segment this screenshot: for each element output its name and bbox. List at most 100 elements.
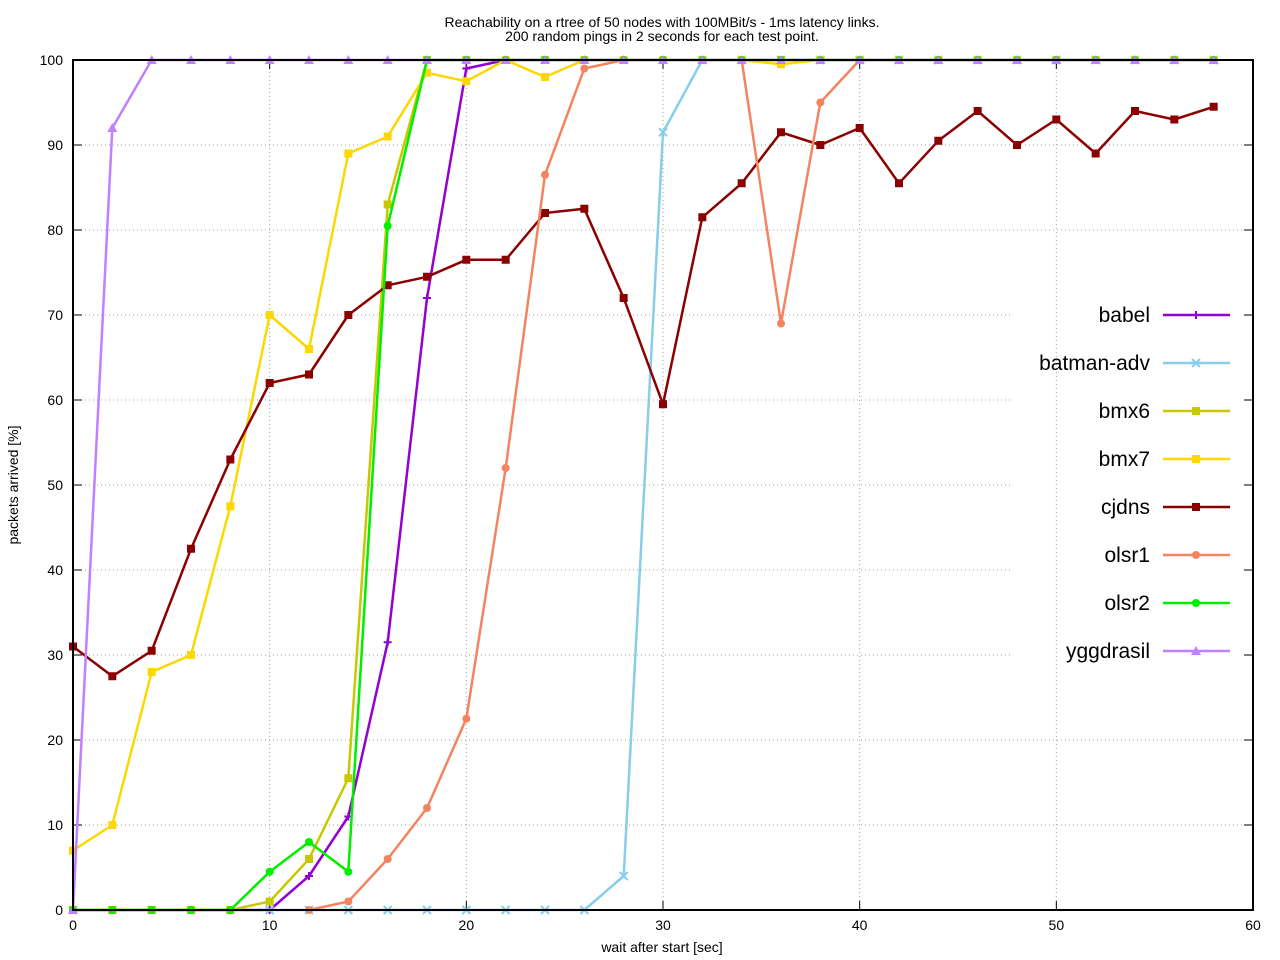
y-tick-label: 40	[47, 562, 63, 578]
data-point	[895, 179, 903, 188]
data-point	[580, 64, 589, 73]
data-point	[462, 255, 471, 264]
data-point	[462, 64, 471, 73]
data-point	[226, 502, 235, 511]
data-point	[423, 272, 431, 281]
data-point	[344, 311, 353, 319]
legend-label: olsr1	[1104, 544, 1150, 567]
legend: babel batman-adv bmx6 bmx7 cjdns olsr1 olsr2 yg…	[1039, 304, 1230, 663]
y-tick-label: 70	[47, 307, 63, 323]
legend-item-yggdrasil: yggdrasil	[1066, 640, 1230, 663]
data-point	[934, 136, 943, 145]
y-tick-label: 80	[47, 222, 63, 238]
x-tick-label: 60	[1245, 917, 1261, 933]
data-point	[1191, 358, 1201, 368]
y-tick-label: 10	[47, 817, 63, 833]
data-point	[265, 379, 274, 387]
data-point	[305, 855, 313, 863]
legend-label: bmx7	[1099, 448, 1150, 471]
legend-label: batman-adv	[1039, 352, 1150, 375]
data-point	[501, 255, 510, 264]
data-point	[305, 370, 313, 379]
data-point	[462, 77, 471, 86]
legend-item-bmx7: bmx7	[1099, 448, 1230, 471]
legend-label: bmx6	[1099, 400, 1150, 423]
data-point	[108, 821, 117, 829]
data-point	[580, 204, 589, 213]
data-point	[1191, 646, 1201, 655]
data-point	[107, 123, 118, 132]
data-point	[265, 867, 274, 876]
data-point	[1192, 455, 1200, 463]
data-point	[305, 345, 313, 353]
data-point	[423, 68, 431, 77]
data-point	[383, 855, 392, 863]
x-tick-label: 30	[655, 917, 671, 933]
data-point	[187, 651, 195, 659]
x-tick-label: 40	[852, 917, 868, 933]
data-point	[816, 98, 825, 107]
y-axis-label: packets arrived [%]	[5, 425, 21, 544]
data-point	[383, 281, 392, 290]
y-tick-label: 0	[55, 902, 63, 918]
series-line-bmx7	[72, 58, 1214, 852]
data-point	[1192, 407, 1200, 415]
x-tick-label: 10	[262, 917, 278, 933]
data-point	[1131, 107, 1139, 115]
data-point	[777, 128, 785, 137]
data-point	[659, 400, 667, 409]
chart-subtitle: 200 random pings in 2 seconds for each t…	[505, 28, 819, 44]
data-point	[423, 804, 431, 812]
legend-item-olsr1: olsr1	[1104, 544, 1230, 567]
data-point	[383, 200, 392, 209]
data-point	[855, 124, 864, 132]
chart-title: Reachability on a rtree of 50 nodes with…	[445, 14, 880, 30]
data-point	[698, 213, 707, 222]
data-point	[619, 294, 628, 302]
series-bmx7	[69, 56, 1218, 855]
data-point	[816, 141, 825, 149]
data-point	[658, 127, 668, 137]
x-tick-label: 0	[69, 917, 77, 933]
data-point	[383, 638, 392, 647]
plot-frame	[72, 59, 1254, 911]
data-point	[383, 132, 392, 141]
data-point	[147, 668, 156, 676]
data-point	[1209, 102, 1218, 111]
grid-lines	[73, 60, 1253, 910]
data-point	[618, 871, 629, 881]
x-tick-label: 20	[459, 917, 475, 933]
legend-item-babel: babel	[1099, 304, 1230, 327]
data-point	[423, 294, 431, 302]
y-tick-label: 90	[47, 137, 63, 153]
data-point	[737, 179, 746, 188]
data-point	[1192, 503, 1200, 511]
data-point	[147, 646, 156, 655]
data-point	[1091, 149, 1100, 158]
data-point	[344, 897, 353, 906]
y-tick-label: 30	[47, 647, 63, 663]
series-line-cjdns	[72, 105, 1215, 678]
data-point	[501, 464, 510, 472]
data-point	[1052, 115, 1061, 124]
x-axis-label: wait after start [sec]	[600, 939, 722, 955]
data-point	[1013, 141, 1021, 149]
data-point	[541, 170, 549, 179]
data-point	[305, 838, 313, 846]
data-point	[462, 714, 471, 723]
y-tick-label: 20	[47, 732, 63, 748]
data-point	[344, 774, 353, 783]
legend-label: olsr2	[1104, 592, 1150, 615]
y-tick-label: 60	[47, 392, 63, 408]
data-point	[1192, 551, 1200, 559]
legend-label: babel	[1099, 304, 1150, 327]
data-point	[305, 872, 313, 880]
legend-item-olsr2: olsr2	[1104, 592, 1230, 615]
series-layer	[68, 55, 1219, 915]
legend-label: yggdrasil	[1066, 640, 1150, 663]
data-point	[1170, 115, 1179, 124]
y-tick-label: 100	[40, 52, 64, 68]
data-point	[383, 221, 392, 230]
data-point	[1192, 311, 1200, 319]
